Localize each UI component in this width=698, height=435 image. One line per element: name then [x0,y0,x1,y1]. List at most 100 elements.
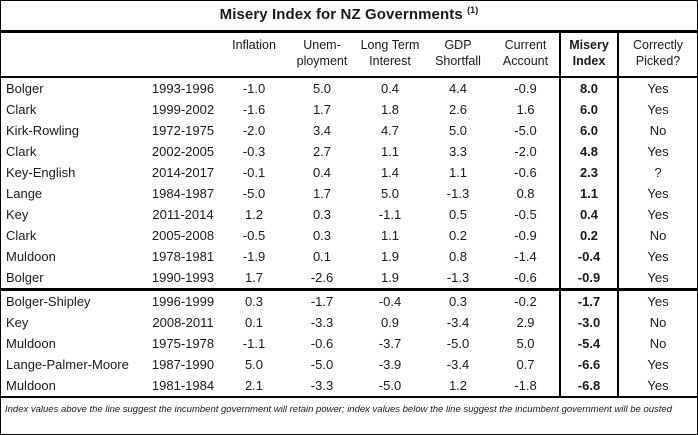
unemployment-cell: 1.7 [312,102,332,117]
inflation-cell: -1.0 [242,81,266,96]
years-cell: 2011-2014 [152,207,214,222]
gdp-shortfall-cell: 4.4 [448,81,468,96]
gdp-shortfall-cell: 0.8 [448,249,468,264]
col-header-inflation: Inflation [220,33,288,78]
gdp-shortfall-cell: 0.5 [448,207,468,222]
col-header-unemployment: Unem-ployment [288,33,356,78]
inflation-cell: -1.1 [242,336,266,351]
col-header-government [1,33,146,78]
misery-index-cell: -6.8 [559,375,619,397]
long-term-interest-cell: -0.4 [356,288,424,312]
government-cell: Clark [6,144,37,159]
correctly-picked-cell: Yes [647,357,669,372]
unemployment-cell: 0.1 [312,249,332,264]
correctly-picked-cell: Yes [647,144,669,159]
misery-index-cell: -6.6 [559,354,619,375]
correctly-picked-cell: Yes [647,102,669,117]
correctly-picked-cell: Yes [647,249,669,264]
government-cell: Muldoon [6,249,56,264]
table-row: Bolger 1990-1993 1.7 -2.6 1.9 -1.3 -0.6 -0.9 Yes [1,267,697,290]
table-row: Muldoon 1978-1981 -1.9 0.1 1.9 0.8 -1.4 -0.4 Yes [1,246,697,267]
long-term-interest-cell: 1.9 [380,249,400,264]
table-row: Key 2011-2014 1.2 0.3 -1.1 0.5 -0.5 0.4 Yes [1,204,697,225]
unemployment-cell: -3.3 [310,315,334,330]
gdp-shortfall-cell: 3.3 [448,144,468,159]
ousted-group: Bolger-Shipley 1996-1999 0.3 -1.7 -0.4 0.3 -0.… [1,288,697,397]
long-term-interest-cell: -3.7 [378,336,402,351]
unemployment-cell: -3.3 [310,378,334,393]
years-cell: 1984-1987 [151,186,215,201]
current-account-cell: -0.9 [514,228,537,243]
table-row: Lange-Palmer-Moore 1987-1990 5.0 -5.0 -3.9 -3… [1,354,697,375]
correctly-picked-cell: Yes [618,288,697,312]
current-account-cell: -0.9 [514,81,537,96]
misery-index-cell: 1.1 [559,183,619,204]
col-header-long-term-interest: Long Term Interest [356,33,424,78]
gdp-shortfall-cell: 1.1 [448,165,468,180]
inflation-cell: 1.2 [244,207,264,222]
table-row: Kirk-Rowling 1972-1975 -2.0 3.4 4.7 5.0 -5.0 6.… [1,120,697,141]
long-term-interest-cell: 4.7 [380,123,400,138]
gdp-shortfall-cell: 5.0 [448,123,468,138]
current-account-cell: 1.6 [516,102,535,117]
col-header-misery-index: Misery Index [559,33,619,78]
correctly-picked-cell: No [649,336,667,351]
table-row: Key 2008-2011 0.1 -3.3 0.9 -3.4 2.9 -3.0 No [1,312,697,333]
gdp-shortfall-cell: -1.3 [446,186,470,201]
government-cell: Clark [6,228,37,243]
current-account-cell: -0.5 [514,207,537,222]
years-cell: 1999-2002 [151,102,215,117]
table-row: Key-English 2014-2017 -0.1 0.4 1.4 1.1 -0.6 2.3… [1,162,697,183]
years-cell: 2014-2017 [151,165,215,180]
inflation-cell: 5.0 [244,357,264,372]
misery-index-cell: -3.0 [559,312,619,333]
long-term-interest-cell: -3.9 [378,357,402,372]
current-account-cell: -0.6 [514,270,537,285]
correctly-picked-cell: ? [654,165,662,180]
government-cell: Key-English [6,165,76,180]
footnote-marker: (1) [467,5,479,15]
government-cell: Bolger-Shipley [1,288,146,312]
table-row: Clark 2005-2008 -0.5 0.3 1.1 0.2 -0.9 0.2 No [1,225,697,246]
table-row: Clark 1999-2002 -1.6 1.7 1.8 2.6 1.6 6.0 Yes [1,99,697,120]
government-cell: Clark [6,102,37,117]
government-cell: Bolger [6,81,44,96]
misery-index-cell: -1.7 [559,288,619,312]
correctly-picked-cell: Yes [647,270,669,285]
current-account-cell: -1.4 [514,249,537,264]
correctly-picked-cell: No [649,228,667,243]
years-cell: 1972-1975 [151,123,215,138]
correctly-picked-cell: No [649,315,667,330]
unemployment-cell: -2.6 [310,270,334,285]
gdp-shortfall-cell: 0.3 [424,288,492,312]
current-account-cell: -2.0 [514,144,537,159]
long-term-interest-cell: -1.1 [378,207,402,222]
unemployment-cell: 1.7 [312,186,332,201]
misery-index-cell: -0.9 [559,267,619,290]
footnote-text: Index values above the line suggest the … [1,396,697,421]
unemployment-cell: 0.4 [312,165,332,180]
table-row: Muldoon 1981-1984 2.1 -3.3 -5.0 1.2 -1.8 -6.8 Ye… [1,375,697,397]
table-title-text: Misery Index for NZ Governments [219,6,463,23]
misery-index-cell: 6.0 [559,99,619,120]
unemployment-cell: -0.6 [310,336,334,351]
correctly-picked-cell: No [649,123,667,138]
inflation-cell: -5.0 [242,186,266,201]
current-account-cell: 2.9 [516,315,535,330]
gdp-shortfall-cell: -1.3 [446,270,470,285]
table-row: Clark 2002-2005 -0.3 2.7 1.1 3.3 -2.0 4.8 Yes [1,141,697,162]
government-cell: Key [6,315,29,330]
unemployment-cell: 3.4 [312,123,332,138]
years-cell: 2008-2011 [152,315,214,330]
table-row: Bolger-Shipley 1996-1999 0.3 -1.7 -0.4 0.3 -0.… [1,288,697,312]
current-account-cell: 0.8 [516,186,535,201]
gdp-shortfall-cell: -5.0 [446,336,470,351]
misery-index-cell: -5.4 [559,333,619,354]
gdp-shortfall-cell: -3.4 [446,315,470,330]
misery-index-cell: 2.3 [559,162,619,183]
correctly-picked-cell: Yes [647,378,669,393]
unemployment-cell: 0.3 [312,228,332,243]
long-term-interest-cell: 0.4 [380,81,400,96]
years-cell: 2002-2005 [151,144,215,159]
misery-index-table: Inflation Unem-ployment Long Term Interes… [1,33,697,421]
